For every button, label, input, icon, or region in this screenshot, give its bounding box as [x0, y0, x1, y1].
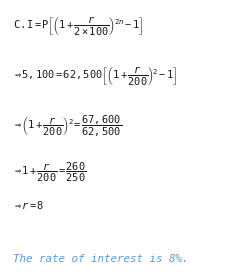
Text: $\Rightarrow 1 + \dfrac{r}{200} = \dfrac{260}{250}$: $\Rightarrow 1 + \dfrac{r}{200} = \dfrac… [12, 161, 86, 184]
Text: $\Rightarrow \mathrm{5,100 = 62,500}\left[\left(1 + \dfrac{r}{200}\right)^{\!2} : $\Rightarrow \mathrm{5,100 = 62,500}\lef… [12, 65, 176, 87]
Text: $\Rightarrow \left(1 + \dfrac{r}{200}\right)^{\!2} = \dfrac{67,600}{62,500}$: $\Rightarrow \left(1 + \dfrac{r}{200}\ri… [12, 114, 121, 139]
Text: $\mathrm{C.I = P}\left[\left(1 + \dfrac{r}{2 \times 100}\right)^{\!2n} - 1\right: $\mathrm{C.I = P}\left[\left(1 + \dfrac{… [12, 15, 142, 37]
Text: The rate of interest is 8%.: The rate of interest is 8%. [12, 254, 187, 264]
Text: $\Rightarrow r = 8$: $\Rightarrow r = 8$ [12, 199, 44, 211]
